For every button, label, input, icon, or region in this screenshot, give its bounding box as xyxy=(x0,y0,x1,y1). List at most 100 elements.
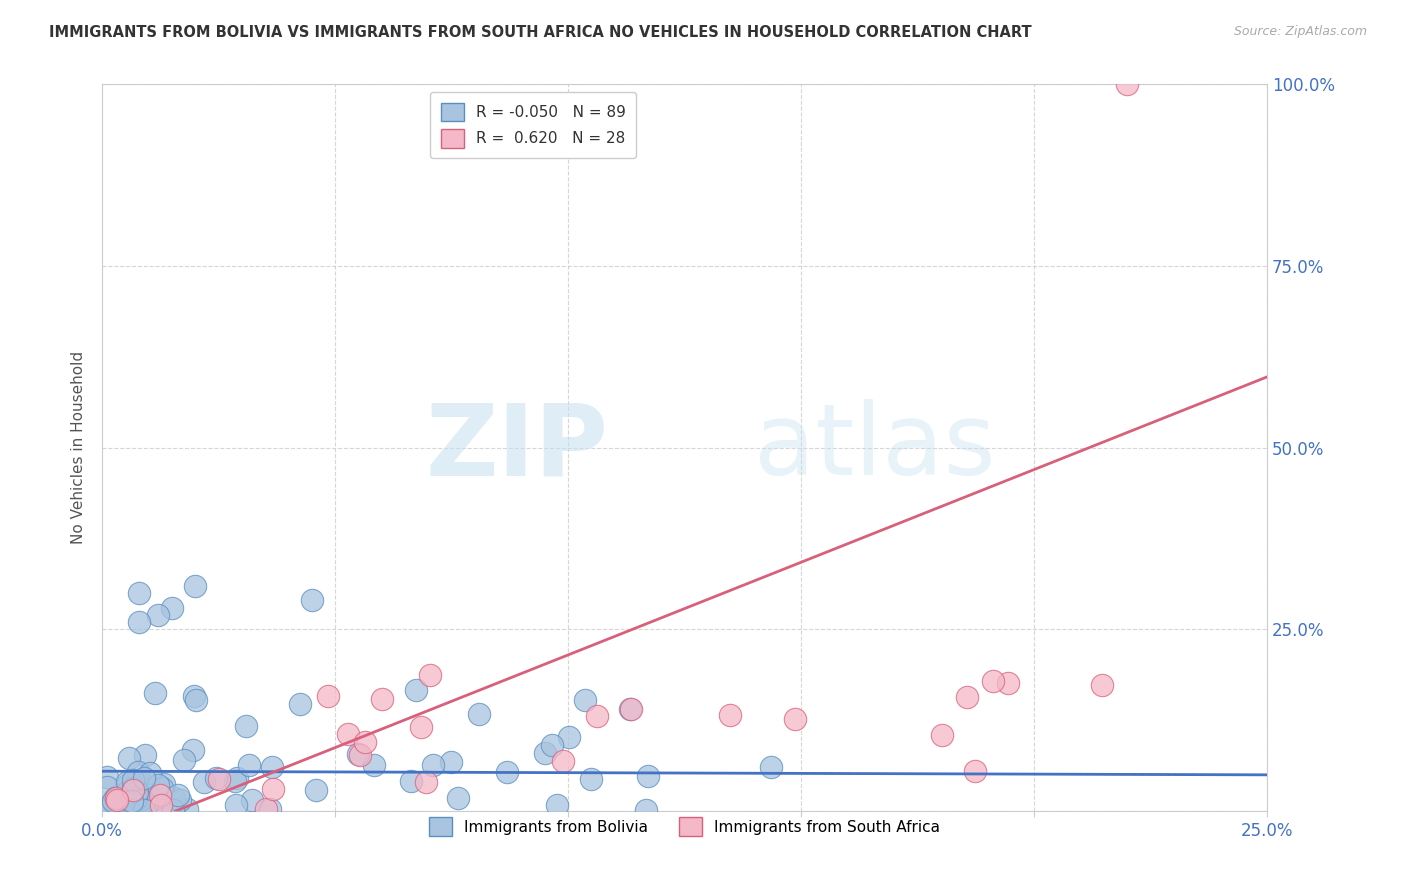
Point xyxy=(963,764,986,778)
Point xyxy=(128,615,150,630)
Point xyxy=(98,801,121,815)
Legend: Immigrants from Bolivia, Immigrants from South Africa: Immigrants from Bolivia, Immigrants from… xyxy=(422,810,948,844)
Point xyxy=(115,775,138,789)
Point xyxy=(166,788,188,802)
Point xyxy=(718,707,741,722)
Point xyxy=(363,758,385,772)
Point xyxy=(135,797,157,811)
Point xyxy=(931,728,953,742)
Point xyxy=(546,798,568,813)
Point xyxy=(619,702,641,716)
Point xyxy=(163,790,186,805)
Point xyxy=(301,593,323,607)
Point xyxy=(125,797,148,812)
Point xyxy=(142,792,165,806)
Point xyxy=(262,781,284,796)
Point xyxy=(132,804,155,818)
Point xyxy=(290,698,312,712)
Point xyxy=(208,772,231,786)
Point xyxy=(579,772,602,786)
Point xyxy=(981,674,1004,689)
Point xyxy=(346,747,368,762)
Point xyxy=(224,773,246,788)
Point xyxy=(121,794,143,808)
Point xyxy=(146,607,169,622)
Point xyxy=(620,702,643,716)
Point xyxy=(405,682,427,697)
Point xyxy=(541,739,564,753)
Point xyxy=(205,772,228,786)
Point xyxy=(1091,677,1114,691)
Point xyxy=(447,790,470,805)
Point xyxy=(785,712,807,726)
Point xyxy=(108,797,131,812)
Point xyxy=(124,781,146,796)
Point xyxy=(150,781,173,796)
Y-axis label: No Vehicles in Household: No Vehicles in Household xyxy=(72,351,86,544)
Point xyxy=(129,783,152,797)
Point xyxy=(169,793,191,807)
Point xyxy=(337,726,360,740)
Point xyxy=(553,754,575,768)
Point xyxy=(634,804,657,818)
Point xyxy=(122,772,145,787)
Point xyxy=(262,760,284,774)
Point xyxy=(96,804,118,818)
Point xyxy=(132,771,155,785)
Point xyxy=(138,766,160,780)
Point xyxy=(160,600,183,615)
Point xyxy=(415,774,437,789)
Point xyxy=(122,780,145,795)
Point xyxy=(956,690,979,705)
Point xyxy=(419,668,441,682)
Point xyxy=(574,693,596,707)
Point xyxy=(304,782,326,797)
Point xyxy=(104,791,127,805)
Point xyxy=(533,747,555,761)
Point xyxy=(399,774,422,789)
Point xyxy=(1116,78,1139,92)
Point xyxy=(176,802,198,816)
Point xyxy=(162,803,184,817)
Point xyxy=(409,720,432,734)
Point xyxy=(225,771,247,785)
Point xyxy=(422,758,444,772)
Text: IMMIGRANTS FROM BOLIVIA VS IMMIGRANTS FROM SOUTH AFRICA NO VEHICLES IN HOUSEHOLD: IMMIGRANTS FROM BOLIVIA VS IMMIGRANTS FR… xyxy=(49,25,1032,40)
Point xyxy=(117,784,139,798)
Text: Source: ZipAtlas.com: Source: ZipAtlas.com xyxy=(1233,25,1367,38)
Point xyxy=(238,758,260,772)
Point xyxy=(128,586,150,600)
Point xyxy=(96,803,118,817)
Point xyxy=(129,793,152,807)
Point xyxy=(104,802,127,816)
Point xyxy=(558,730,581,744)
Point xyxy=(96,770,118,784)
Point xyxy=(112,804,135,818)
Point xyxy=(496,765,519,780)
Point xyxy=(117,777,139,791)
Point xyxy=(586,708,609,723)
Point xyxy=(134,747,156,762)
Point xyxy=(128,764,150,779)
Point xyxy=(240,793,263,807)
Point xyxy=(117,801,139,815)
Point xyxy=(467,707,489,722)
Point xyxy=(184,579,207,593)
Point xyxy=(153,777,176,791)
Point xyxy=(235,719,257,733)
Point xyxy=(127,775,149,789)
Point xyxy=(183,689,205,703)
Point xyxy=(143,686,166,700)
Point xyxy=(371,691,394,706)
Point xyxy=(759,760,782,774)
Point xyxy=(148,778,170,792)
Point xyxy=(129,788,152,802)
Point xyxy=(440,755,463,769)
Point xyxy=(349,748,371,763)
Point xyxy=(173,753,195,767)
Point xyxy=(132,794,155,808)
Point xyxy=(149,789,172,803)
Point xyxy=(103,794,125,808)
Point xyxy=(149,798,172,813)
Text: ZIP: ZIP xyxy=(426,400,609,496)
